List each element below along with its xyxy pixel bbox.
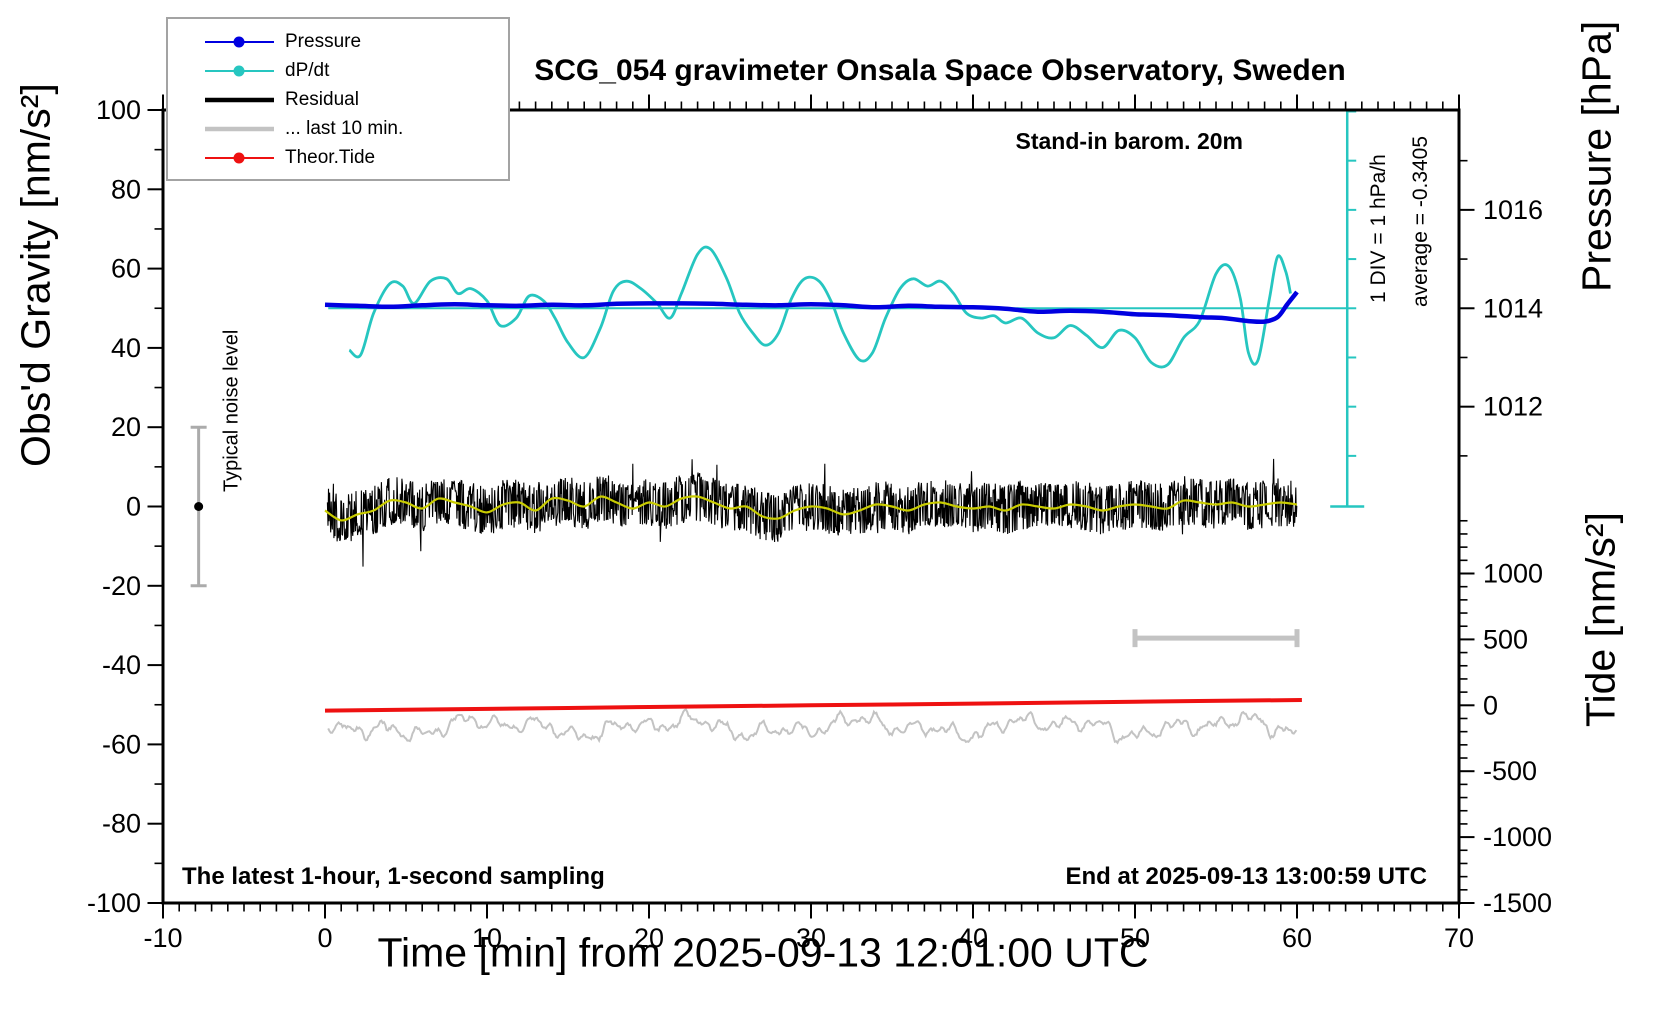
legend-item-last-10-min: ... last 10 min. bbox=[168, 114, 508, 143]
gravity-axis-tick-label: 80 bbox=[111, 174, 141, 204]
tide-axis-tick-label: -500 bbox=[1483, 756, 1537, 786]
x-axis-tick-label: 10 bbox=[472, 923, 502, 953]
gravity-axis-tick-label: 60 bbox=[111, 254, 141, 284]
pressure-axis-tick-label: 1012 bbox=[1483, 392, 1543, 422]
x-axis-tick-label: 0 bbox=[317, 923, 332, 953]
x-axis-tick-label: 30 bbox=[796, 923, 826, 953]
legend-item-dp-dt: dP/dt bbox=[168, 56, 508, 85]
gravity-axis-tick-label: -100 bbox=[87, 888, 141, 918]
series-theor-tide bbox=[324, 698, 1302, 713]
x-axis-tick-label: 50 bbox=[1120, 923, 1150, 953]
gravity-axis-tick-label: -60 bbox=[102, 729, 141, 759]
tide-axis-tick-label: 0 bbox=[1483, 690, 1498, 720]
tide-axis-tick-label: 500 bbox=[1483, 624, 1528, 654]
legend-item-residual: Residual bbox=[168, 85, 508, 114]
tide-axis-tick-label: -1000 bbox=[1483, 822, 1552, 852]
chart-title: SCG_054 gravimeter Onsala Space Observat… bbox=[534, 54, 1346, 87]
standin-barom-annotation: Stand-in barom. 20m bbox=[1015, 128, 1243, 154]
legend-item-theor-tide: Theor.Tide bbox=[168, 143, 508, 172]
gravity-axis-tick-label: -20 bbox=[102, 571, 141, 601]
legend-item-label: ... last 10 min. bbox=[285, 117, 404, 139]
x-axis-tick-label: 60 bbox=[1282, 923, 1312, 953]
gravity-axis-tick-label: -40 bbox=[102, 650, 141, 680]
plot-frame bbox=[161, 108, 1461, 905]
end-time-annotation: End at 2025-09-13 13:00:59 UTC bbox=[1065, 863, 1428, 890]
legend-item-label: Pressure bbox=[285, 30, 362, 52]
legend-item-label: Residual bbox=[285, 88, 359, 110]
x-axis-tick-label: -10 bbox=[143, 923, 182, 953]
tide-axis-tick-label: -1500 bbox=[1483, 888, 1552, 918]
legend-sample-line bbox=[205, 65, 274, 76]
noise-errorbar-dot bbox=[194, 502, 204, 511]
series-residual bbox=[326, 458, 1298, 567]
pressure-axis-tick-label: 1016 bbox=[1483, 195, 1543, 225]
legend-sample-dot bbox=[233, 152, 245, 163]
tide-axis-tick-label: 1000 bbox=[1483, 559, 1543, 589]
series-pressure bbox=[324, 290, 1299, 325]
legend-sample-dot bbox=[233, 65, 245, 76]
legend-sample-line bbox=[205, 36, 274, 47]
legend-item-label: Theor.Tide bbox=[285, 146, 376, 168]
legend-item-pressure: Pressure bbox=[168, 27, 508, 56]
x-axis-tick-label: 40 bbox=[958, 923, 988, 953]
series-last-10-min bbox=[327, 708, 1298, 745]
gravity-axis-tick-label: -80 bbox=[102, 809, 141, 839]
x-axis-title: Time [min] from 2025-09-13 12:01:00 UTC bbox=[377, 929, 1149, 976]
legend-sample-line bbox=[205, 126, 274, 131]
series-residual-smoothed bbox=[324, 495, 1298, 522]
series-dpdt bbox=[348, 245, 1292, 369]
legend-sample-line bbox=[205, 97, 274, 102]
pressure-axis-tick-label: 1014 bbox=[1483, 293, 1543, 323]
legend-item-label: dP/dt bbox=[285, 59, 330, 81]
x-axis-tick-label: 70 bbox=[1444, 923, 1474, 953]
gravity-axis-tick-label: 100 bbox=[96, 95, 141, 125]
gravity-axis-tick-label: 40 bbox=[111, 333, 141, 363]
gravity-axis-tick-label: 20 bbox=[111, 412, 141, 442]
legend-sample-dot bbox=[233, 36, 245, 47]
legend-box: Pressure dP/dt Residual ... last 10 min. The… bbox=[166, 17, 510, 181]
gravity-axis-tick-label: 0 bbox=[126, 492, 141, 522]
legend-sample-line bbox=[205, 152, 274, 163]
sampling-note-annotation: The latest 1-hour, 1-second sampling bbox=[182, 863, 605, 890]
x-axis-tick-label: 20 bbox=[634, 923, 664, 953]
